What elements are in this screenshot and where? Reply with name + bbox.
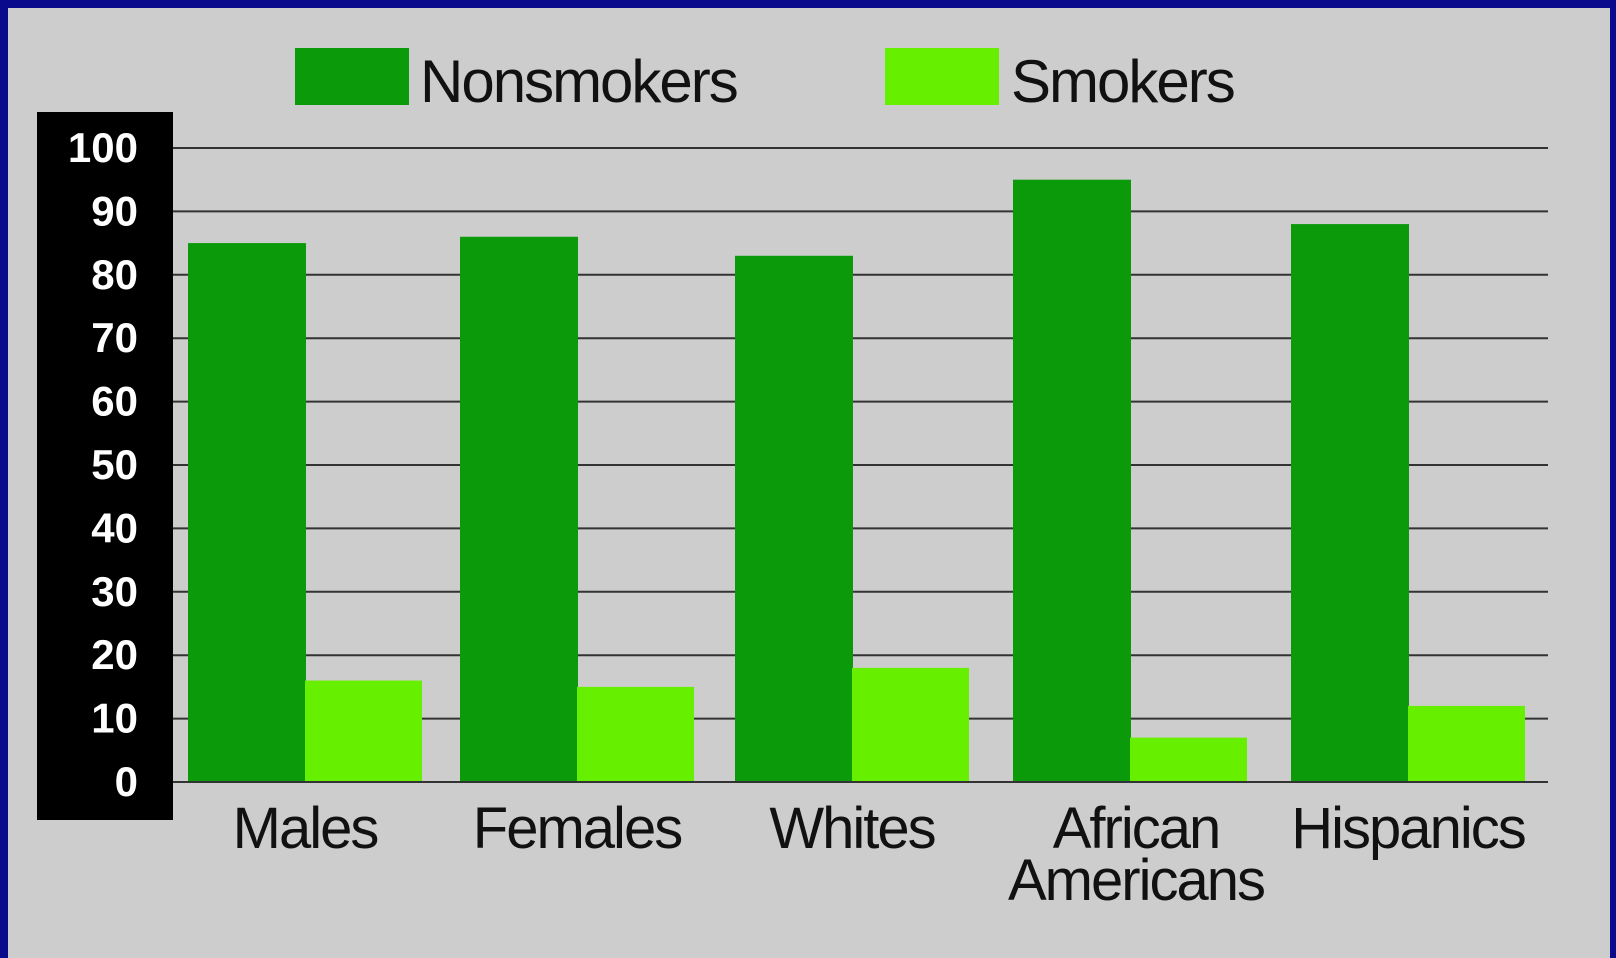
x-category-label: Hispanics [1291,796,1524,861]
nonsmokers-bar [735,255,853,782]
y-axis-panel [37,112,173,820]
y-tick-label: 50 [91,441,138,488]
smokers-bar [852,667,969,782]
legend-label-smokers: Smokers [1011,48,1234,115]
x-category-label: Americans [1008,848,1264,913]
bars [188,179,1525,783]
nonsmokers-bar [460,236,578,782]
y-tick-label: 0 [115,758,138,805]
y-tick-label: 10 [91,695,138,742]
chart-frame: Nonsmokers Smokers 0 10 20 30 40 50 60 70 80 90 100… [8,8,1610,958]
y-axis-ticks: 0 10 20 30 40 50 60 70 80 90 100 [68,124,138,805]
y-tick-label: 30 [91,568,138,615]
y-tick-label: 100 [68,124,138,171]
smokers-bar [305,680,422,782]
nonsmokers-bar [188,243,306,783]
y-tick-label: 20 [91,631,138,678]
legend: Nonsmokers Smokers [295,48,1236,115]
y-tick-label: 80 [91,251,138,298]
y-tick-label: 60 [91,378,138,425]
legend-swatch-nonsmokers [295,48,409,105]
smokers-bar [1130,737,1247,782]
legend-swatch-smokers [885,48,999,105]
nonsmokers-bar [1291,224,1409,782]
legend-label-nonsmokers: Nonsmokers [420,48,737,115]
y-tick-label: 90 [91,187,138,234]
y-tick-label: 40 [91,504,138,551]
smokers-bar [1408,705,1525,782]
bar-chart: Nonsmokers Smokers 0 10 20 30 40 50 60 70 80 90 100… [37,48,1548,913]
y-tick-label: 70 [91,314,138,361]
x-category-label: African [1053,796,1220,861]
nonsmokers-bar [1013,179,1131,782]
x-category-label: Females [473,796,681,861]
smokers-bar [577,686,694,782]
x-category-label: Whites [769,796,934,861]
x-category-label: Males [233,796,378,861]
